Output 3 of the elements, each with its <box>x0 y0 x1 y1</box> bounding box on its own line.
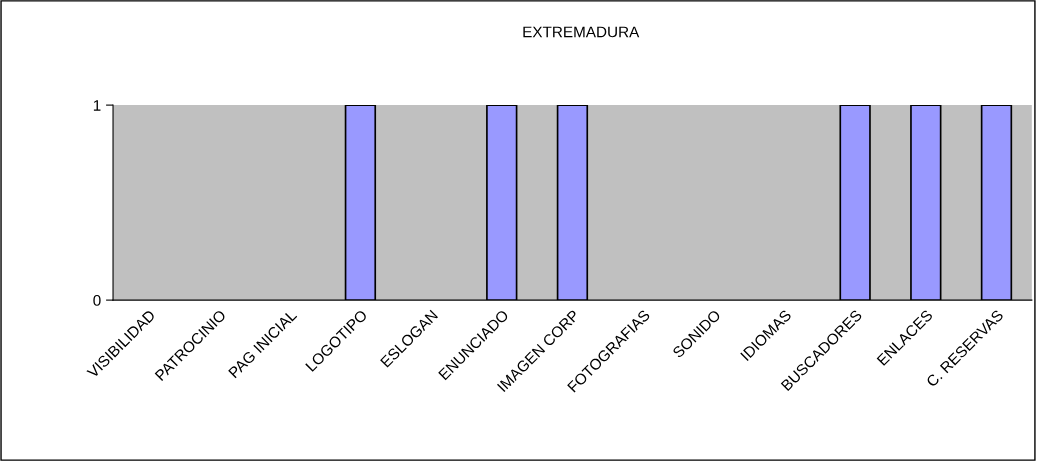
chart-title: EXTREMADURA <box>523 26 640 38</box>
y-tick-label: 0 <box>93 294 101 306</box>
y-tick-label: 1 <box>93 100 101 111</box>
